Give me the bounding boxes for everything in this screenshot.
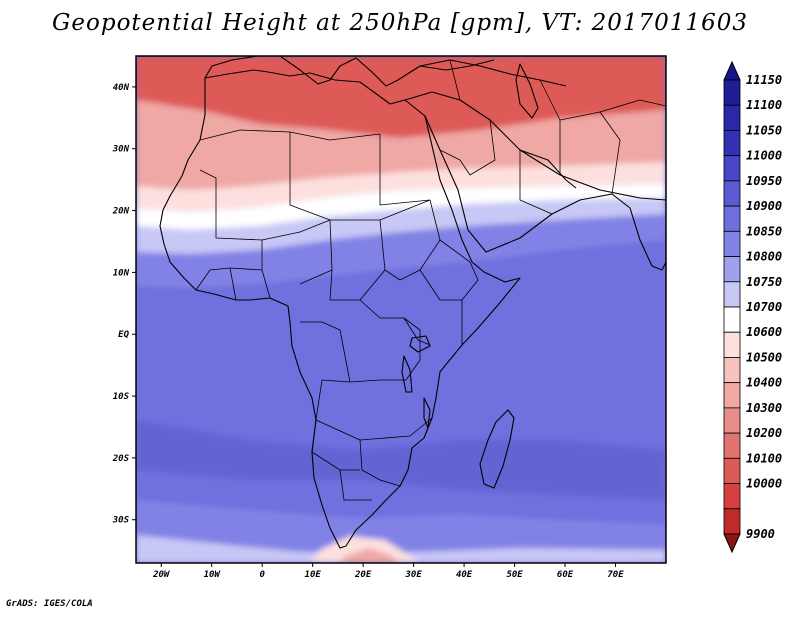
patch-light-red-south: [340, 548, 398, 563]
band-white: [136, 184, 666, 230]
map-title: Geopotential Height at 250hPa [gpm], VT:…: [52, 10, 748, 36]
y-tick-label: 30S: [112, 516, 130, 526]
india-coastline: [611, 193, 666, 271]
colorbar-label: 11050: [746, 123, 782, 137]
geopotential-field: [136, 56, 666, 563]
colorbar-label: 10500: [746, 350, 782, 364]
x-tick-label: 20W: [152, 570, 171, 580]
colorbar: 11150 11100 11050 11000 10950 10900 10850 10800…: [723, 60, 782, 554]
band-light-red: [136, 100, 666, 190]
colorbar-swatch: [723, 230, 741, 257]
colorbar-swatch: [723, 180, 741, 207]
colorbar-swatch: [723, 457, 741, 484]
x-tick-label: 60E: [557, 570, 574, 580]
colorbar-label: 10700: [746, 300, 782, 314]
colorbar-label: 10600: [746, 325, 782, 339]
colorbar-label: 9900: [746, 527, 775, 541]
band-mid-blue-south: [136, 500, 666, 563]
colorbar-label: 10000: [746, 477, 782, 491]
x-tick-label: 20E: [354, 570, 372, 580]
longitude-ticks: 20W 10W 0 10E 20E 30E 40E 50E 60E 70E: [152, 563, 624, 580]
colorbar-label: 11100: [746, 98, 782, 112]
red-sea-east-coast: [424, 115, 613, 253]
y-tick-label: 20N: [112, 207, 130, 217]
lake-victoria: [409, 335, 431, 353]
y-tick-label: 30N: [112, 145, 130, 155]
colorbar-label: 11000: [746, 149, 782, 163]
colorbar-label: 10750: [746, 275, 782, 289]
colorbar-label: 10400: [746, 376, 782, 390]
band-pink: [136, 162, 666, 212]
colorbar-swatch: [723, 104, 741, 131]
caspian-coast: [515, 63, 539, 119]
x-tick-label: 30E: [404, 570, 422, 580]
colorbar-swatch: [723, 407, 741, 434]
colorbar-label: 10200: [746, 426, 782, 440]
madagascar-coastline: [479, 409, 515, 489]
black-sea-coast: [419, 59, 495, 71]
y-tick-label: 10N: [113, 268, 130, 278]
colorbar-swatch: [723, 130, 741, 157]
x-tick-label: 0: [259, 570, 265, 580]
x-tick-label: 10W: [204, 570, 222, 580]
colorbar-swatch: [723, 155, 741, 182]
coastlines-and-borders: [159, 56, 666, 549]
persian-gulf-coast: [519, 149, 577, 189]
colorbar-label: 10850: [746, 224, 782, 238]
colorbar-label: 10900: [746, 199, 782, 213]
colorbar-top-arrow: [723, 60, 741, 81]
band-red: [136, 56, 666, 138]
country-borders: [195, 59, 666, 501]
lake-tanganyika: [401, 355, 413, 393]
africa-coastline: [159, 69, 521, 549]
map-frame: [135, 55, 667, 564]
x-tick-label: 70E: [607, 570, 624, 580]
y-tick-label: EQ: [118, 330, 129, 340]
colorbar-label: 11150: [746, 73, 782, 87]
colorbar-swatch: [723, 256, 741, 283]
y-tick-label: 40N: [113, 83, 130, 93]
x-tick-label: 40E: [456, 570, 473, 580]
lake-malawi: [423, 397, 431, 429]
band-light-blue: [136, 198, 666, 254]
colorbar-label: 10950: [746, 174, 782, 188]
europe-coastline: [204, 56, 567, 87]
x-tick-label: 10E: [305, 570, 322, 580]
colorbar-swatch: [723, 331, 741, 358]
colorbar-label: 10800: [746, 250, 782, 264]
colorbar-swatch: [723, 205, 741, 232]
x-tick-label: 50E: [506, 570, 523, 580]
band-light-blue-south: [136, 535, 666, 563]
colorbar-swatch: [723, 483, 741, 510]
colorbar-swatch: [723, 382, 741, 409]
colorbar-swatch: [723, 281, 741, 308]
band-deep-blue-south: [136, 420, 666, 500]
colorbar-label: 10100: [746, 451, 782, 465]
colorbar-swatch: [723, 79, 741, 106]
colorbar-swatch: [723, 357, 741, 384]
y-tick-label: 10S: [113, 392, 130, 402]
colorbar-swatch: [723, 432, 741, 459]
colorbar-label: 10300: [746, 401, 782, 415]
colorbar-swatch: [723, 508, 741, 535]
latitude-ticks: 40N 30N 20N 10N EQ 10S 20S 30S: [112, 83, 136, 526]
colorbar-bottom-arrow: [723, 533, 741, 554]
grads-credit: GrADS: IGES/COLA: [6, 599, 93, 609]
band-mid-blue: [136, 214, 666, 288]
y-tick-label: 20S: [112, 454, 130, 464]
colorbar-swatch: [723, 306, 741, 333]
